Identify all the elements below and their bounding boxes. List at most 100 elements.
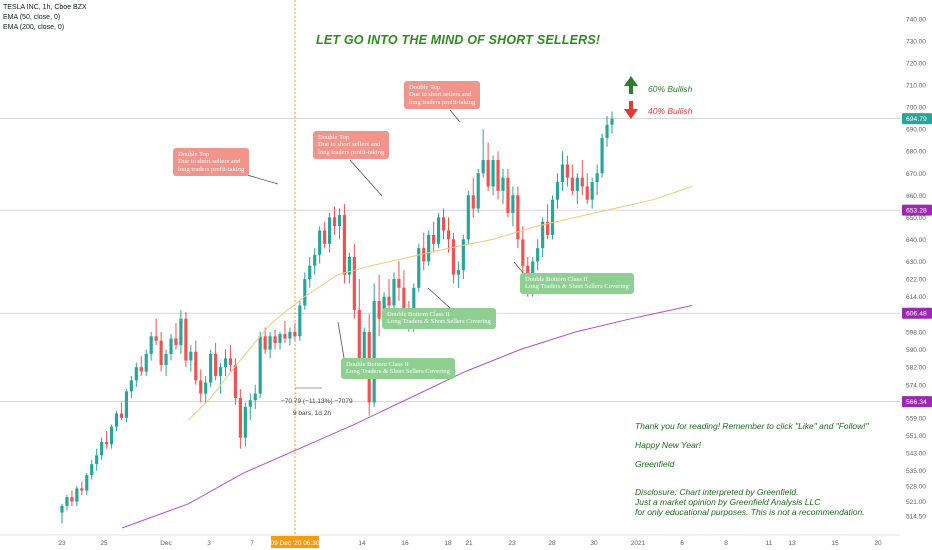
annotation-double-bottom-1[interactable]: Double Bottom Class II Long Traders & Sh… <box>341 358 455 379</box>
candle-body <box>105 442 109 445</box>
y-tick-label: 690.00 <box>906 127 926 134</box>
candle-body <box>298 305 302 337</box>
x-tick-label: 23 <box>58 540 66 547</box>
candle-body <box>129 380 133 392</box>
time-axis[interactable]: 23 25 Dec 3 7 09 Dec '20 06:30 14 16 18 21 23 28 30 2… <box>0 534 932 550</box>
candle-body <box>218 367 223 376</box>
ema50-line <box>188 186 693 421</box>
x-tick-label: 15 <box>831 540 839 547</box>
candle-body <box>471 195 475 209</box>
candle-body <box>516 195 520 240</box>
candle-body <box>536 248 540 262</box>
y-tick-label: 720.00 <box>906 61 926 68</box>
annotation-double-top-1[interactable]: Double Top Due to short sellers and long… <box>173 148 250 177</box>
candle-body <box>402 287 406 315</box>
candle-body <box>466 195 470 240</box>
candle-body <box>427 234 431 262</box>
candle-body <box>456 270 460 275</box>
x-tick-label: 16 <box>401 540 409 547</box>
candle-body <box>392 279 396 306</box>
ema200-line <box>121 305 693 529</box>
candle-body <box>139 367 143 372</box>
annotation-double-bottom-2[interactable]: Double Bottom Class II Long Traders & Sh… <box>382 308 496 329</box>
annotation-title: Double Bottom Class II <box>387 311 450 318</box>
callout-bottom3 <box>513 261 526 276</box>
candle-body <box>565 164 569 178</box>
candle-body <box>481 160 485 174</box>
candles <box>60 111 614 524</box>
y-tick-label: 630.00 <box>906 259 926 266</box>
candle-body <box>159 340 163 365</box>
annotation-line: long traders profit-taking <box>178 165 245 173</box>
legend-ema200[interactable]: EMA (200, close, 0) <box>3 24 65 31</box>
candle-body <box>209 353 213 383</box>
annotation-title: Double Top <box>409 84 441 91</box>
candle-body <box>446 230 451 240</box>
time-axis-bg <box>0 535 932 550</box>
candle-body <box>605 124 609 138</box>
bias-down-label: 40% Bullish <box>648 106 693 116</box>
candle-body <box>288 331 292 339</box>
candle-body <box>248 400 252 407</box>
candle-body <box>263 336 267 350</box>
annotation-line: Long Traders & Short Sellers Covering <box>525 283 629 291</box>
candle-body <box>194 351 198 381</box>
candle-body <box>80 488 84 491</box>
x-tick-label: 30 <box>590 540 598 547</box>
x-tick-label: 18 <box>444 540 452 547</box>
annotation-double-bottom-3[interactable]: Double Bottom Class II Long Traders & Sh… <box>520 273 634 294</box>
annotation-double-top-2[interactable]: Double Top Due to short sellers and long… <box>313 131 390 160</box>
annotation-title: Double Top <box>178 151 210 158</box>
candle-body <box>441 217 446 231</box>
candle-body <box>491 160 495 187</box>
candle-body <box>253 393 257 401</box>
candle-body <box>144 353 148 372</box>
annotation-double-top-3[interactable]: Double Top Due to short sellers and long… <box>404 81 481 110</box>
y-tick-label: 700.00 <box>906 105 926 112</box>
candle-body <box>332 217 337 227</box>
x-tick-label: 28 <box>548 540 556 547</box>
price-axis[interactable]: 740.00 730.00 720.00 710.00 700.00 690.00 680.… <box>900 0 932 535</box>
candle-body <box>109 426 114 445</box>
measure-change-label: −70.79 (−11.13%) −7079 <box>281 398 353 405</box>
candle-body <box>184 318 188 361</box>
candle-body <box>223 358 228 368</box>
candle-body <box>521 239 525 266</box>
candle-body <box>308 265 312 280</box>
y-tick-label: 574.00 <box>906 382 926 389</box>
note-author: Greenfield <box>635 459 675 469</box>
candle-body <box>174 338 178 346</box>
candle-body <box>451 239 456 275</box>
candle-body <box>204 382 208 394</box>
x-tick-label: 13 <box>788 540 796 547</box>
candle-body <box>347 256 351 275</box>
candle-body <box>377 301 381 319</box>
y-tick-label: 543.00 <box>906 451 926 458</box>
candle-body <box>546 221 550 235</box>
y-tick-label: 514.50 <box>906 513 926 520</box>
candle-body <box>397 279 401 288</box>
y-tick-label: 710.00 <box>906 83 926 90</box>
candle-body <box>501 177 505 191</box>
candle-body <box>486 160 490 187</box>
annotation-line: Due to short sellers and <box>318 141 381 149</box>
candle-body <box>233 364 238 398</box>
y-tick-label: 614.00 <box>906 294 926 301</box>
candle-body <box>189 351 193 361</box>
candle-body <box>75 488 79 502</box>
y-tick-label: 590.00 <box>906 347 926 354</box>
legend-ema50[interactable]: EMA (50, close, 0) <box>3 14 61 21</box>
legend-symbol[interactable]: TESLA INC, 1h, Cboe BZX <box>3 4 87 11</box>
note-thanks: Thank you for reading! Remember to click… <box>635 421 869 431</box>
candle-body <box>228 358 233 365</box>
candle-body <box>382 296 386 319</box>
candle-body <box>134 367 138 381</box>
annotation-line: long traders profit-taking <box>409 98 476 106</box>
candle-body <box>238 398 242 438</box>
candle-body <box>337 215 342 227</box>
candle-body <box>114 413 119 427</box>
x-tick-label: 11 <box>766 540 773 547</box>
bias-arrows <box>624 76 638 119</box>
candle-body <box>124 391 128 418</box>
annotation-line: Long Traders & Short Sellers Covering <box>387 318 491 326</box>
